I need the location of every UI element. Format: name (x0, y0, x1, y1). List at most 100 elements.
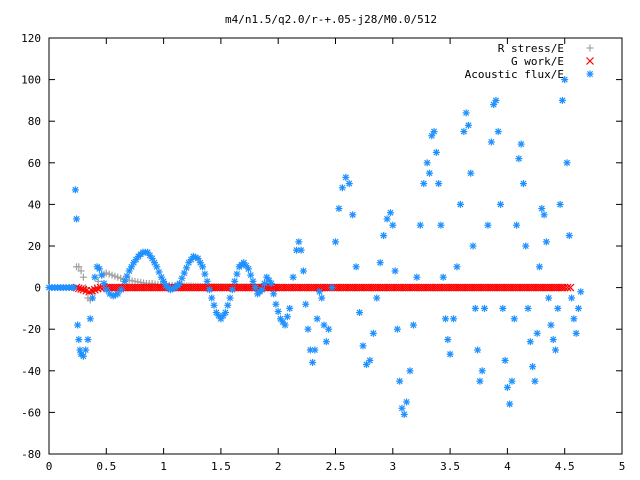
data-point (556, 200, 564, 208)
data-point (435, 180, 443, 188)
chart-title: m4/n1.5/q2.0/r-+.05-j28/M0.0/512 (225, 13, 437, 26)
data-point (281, 321, 289, 329)
y-tick-label: -40 (21, 365, 41, 378)
x-tick-label: 5 (619, 460, 626, 473)
data-point (71, 186, 79, 194)
data-point (369, 329, 377, 337)
x-tick-label: 0.5 (96, 460, 116, 473)
data-point (400, 410, 408, 418)
data-point (446, 350, 454, 358)
y-axis-ticks: -80 -60 -40 -20 0 20 40 60 80 100 120 (21, 32, 622, 461)
data-point (561, 76, 569, 84)
data-point (430, 128, 438, 136)
x-tick-label: 3.5 (440, 460, 460, 473)
x-tick-label: 1 (160, 460, 167, 473)
data-point (439, 273, 447, 281)
legend-marker (586, 70, 594, 78)
data-point (524, 304, 532, 312)
data-point (244, 265, 252, 273)
data-point (231, 277, 239, 285)
data-point (464, 121, 472, 129)
data-point (383, 215, 391, 223)
data-point (309, 358, 317, 366)
data-point (389, 221, 397, 229)
data-point (437, 221, 445, 229)
data-point (413, 273, 421, 281)
data-point (517, 140, 525, 148)
y-tick-label: 20 (28, 240, 41, 253)
legend-label: Acoustic flux/E (465, 68, 564, 81)
data-point (73, 215, 81, 223)
data-point (247, 271, 255, 279)
data-point (568, 294, 576, 302)
series-layer (45, 76, 585, 418)
data-point (75, 336, 83, 344)
data-point (492, 96, 500, 104)
data-point (89, 294, 97, 302)
data-point (552, 346, 560, 354)
data-point (497, 200, 505, 208)
data-point (226, 294, 234, 302)
data-point (416, 221, 424, 229)
data-point (286, 304, 294, 312)
x-tick-label: 2 (275, 460, 282, 473)
y-tick-label: 80 (28, 115, 41, 128)
data-point (563, 159, 571, 167)
data-point (425, 169, 433, 177)
data-point (338, 184, 346, 192)
data-point (376, 259, 384, 267)
data-point (510, 315, 518, 323)
data-point (476, 377, 484, 385)
data-point (462, 109, 470, 117)
y-tick-label: 40 (28, 198, 41, 211)
data-point (563, 283, 572, 292)
data-point (322, 338, 330, 346)
data-point (77, 267, 85, 275)
data-point (267, 279, 275, 287)
data-point (398, 404, 406, 412)
data-point (480, 304, 488, 312)
data-point (409, 321, 417, 329)
data-point (566, 283, 575, 292)
y-tick-label: 60 (28, 157, 41, 170)
data-point (117, 286, 125, 294)
data-point (121, 277, 129, 285)
y-tick-label: 100 (21, 74, 41, 87)
data-point (297, 246, 305, 254)
data-point (547, 321, 555, 329)
data-point (86, 315, 94, 323)
data-point (545, 294, 553, 302)
data-point (75, 263, 83, 271)
data-point (515, 155, 523, 163)
x-tick-label: 2.5 (326, 460, 346, 473)
data-point (289, 273, 297, 281)
data-point (572, 329, 580, 337)
data-point (549, 336, 557, 344)
data-point (467, 169, 475, 177)
data-point (205, 286, 213, 294)
data-point (387, 209, 395, 217)
data-point (128, 263, 136, 271)
x-axis-ticks: 0 0.5 1 1.5 2 2.5 3 3.5 4 4.5 5 (46, 38, 626, 473)
data-point (565, 232, 573, 240)
data-point (228, 286, 236, 294)
data-point (311, 346, 319, 354)
data-point (210, 301, 218, 309)
data-point (570, 315, 578, 323)
x-tick-label: 1.5 (211, 460, 231, 473)
data-point (531, 377, 539, 385)
data-point (487, 138, 495, 146)
data-point (342, 173, 350, 181)
data-point (221, 309, 229, 317)
data-point (100, 279, 108, 287)
data-point (352, 263, 360, 271)
data-point (203, 277, 211, 285)
data-point (529, 363, 537, 371)
data-point (345, 180, 353, 188)
data-point (453, 263, 461, 271)
data-point (474, 346, 482, 354)
data-point (503, 383, 511, 391)
data-point (554, 304, 562, 312)
legend-marker (586, 44, 594, 52)
data-point (272, 300, 280, 308)
